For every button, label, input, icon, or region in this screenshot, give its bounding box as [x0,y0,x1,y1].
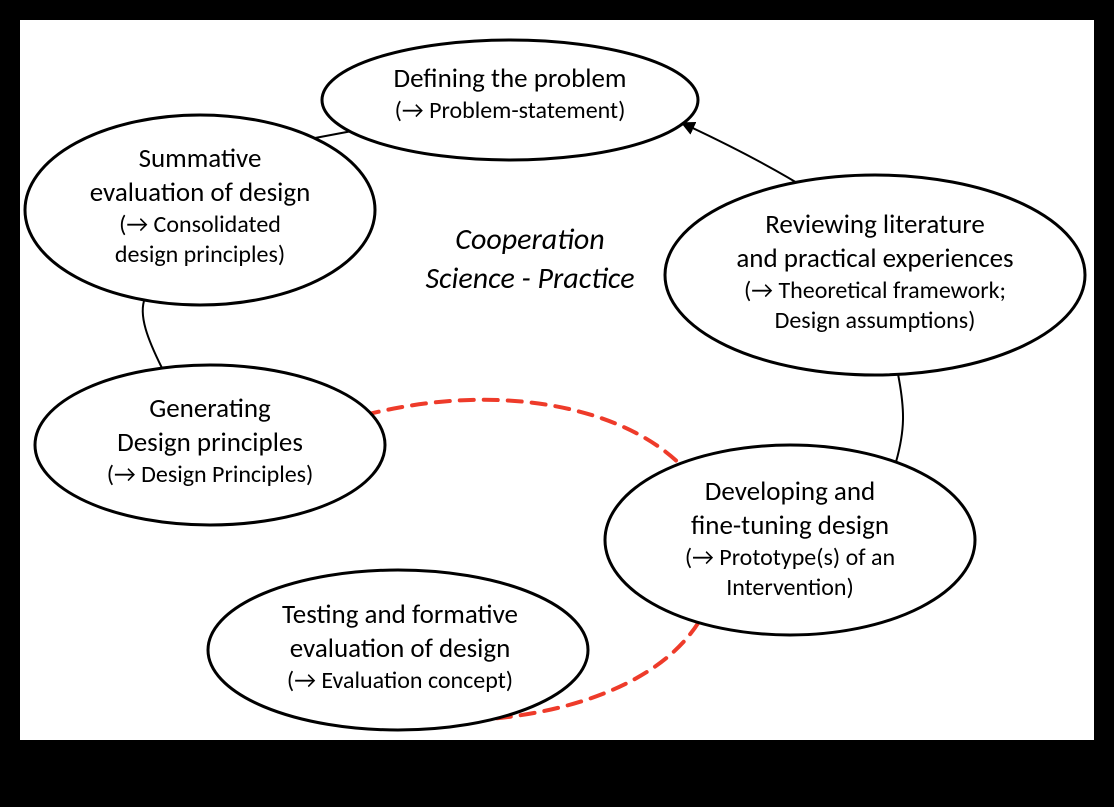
node-testing-text: Testing and formative evaluation of desi… [205,598,595,696]
node-developing-title2: fine-tuning design [691,509,889,542]
node-reviewing-text: Reviewing literature and practical exper… [660,208,1090,336]
node-testing-sub: (→ Evaluation concept) [287,666,513,695]
node-summative-title2: evaluation of design [90,176,311,209]
node-defining-title: Defining the problem [393,62,626,95]
node-defining-text: Defining the problem (→ Problem-statemen… [320,62,700,126]
node-developing-sub2: Intervention) [726,573,854,602]
node-developing-sub1: (→ Prototype(s) of an [685,543,895,572]
node-summative-text: Summative evaluation of design (→ Consol… [25,142,375,270]
node-developing-text: Developing and fine-tuning design (→ Pro… [605,475,975,603]
node-generating-text: Generating Design principles (→ Design P… [35,392,385,490]
node-reviewing-sub1: (→ Theoretical framework; [744,276,1006,305]
node-summative-sub2: design principles) [115,240,285,269]
node-summative-title1: Summative [139,142,262,175]
node-summative-sub1: (→ Consolidated [119,210,281,239]
node-testing-title2: evaluation of design [290,632,511,665]
node-reviewing-sub2: Design assumptions) [775,306,976,335]
node-generating-title1: Generating [149,392,271,425]
node-testing-title1: Testing and formative [282,598,518,631]
node-reviewing-title1: Reviewing literature [765,208,985,241]
center-label: Cooperation Science - Practice [380,220,680,298]
node-generating-sub: (→ Design Principles) [107,460,314,489]
center-label-line2: Science - Practice [425,260,634,297]
node-reviewing-title2: and practical experiences [736,242,1013,275]
center-label-line1: Cooperation [455,221,604,258]
diagram-inner: Cooperation Science - Practice Defining … [20,20,1094,740]
node-developing-title1: Developing and [705,475,875,508]
node-generating-title2: Design principles [117,426,303,459]
node-defining-sub: (→ Problem-statement) [395,96,626,125]
diagram-canvas: Cooperation Science - Practice Defining … [0,0,1114,807]
